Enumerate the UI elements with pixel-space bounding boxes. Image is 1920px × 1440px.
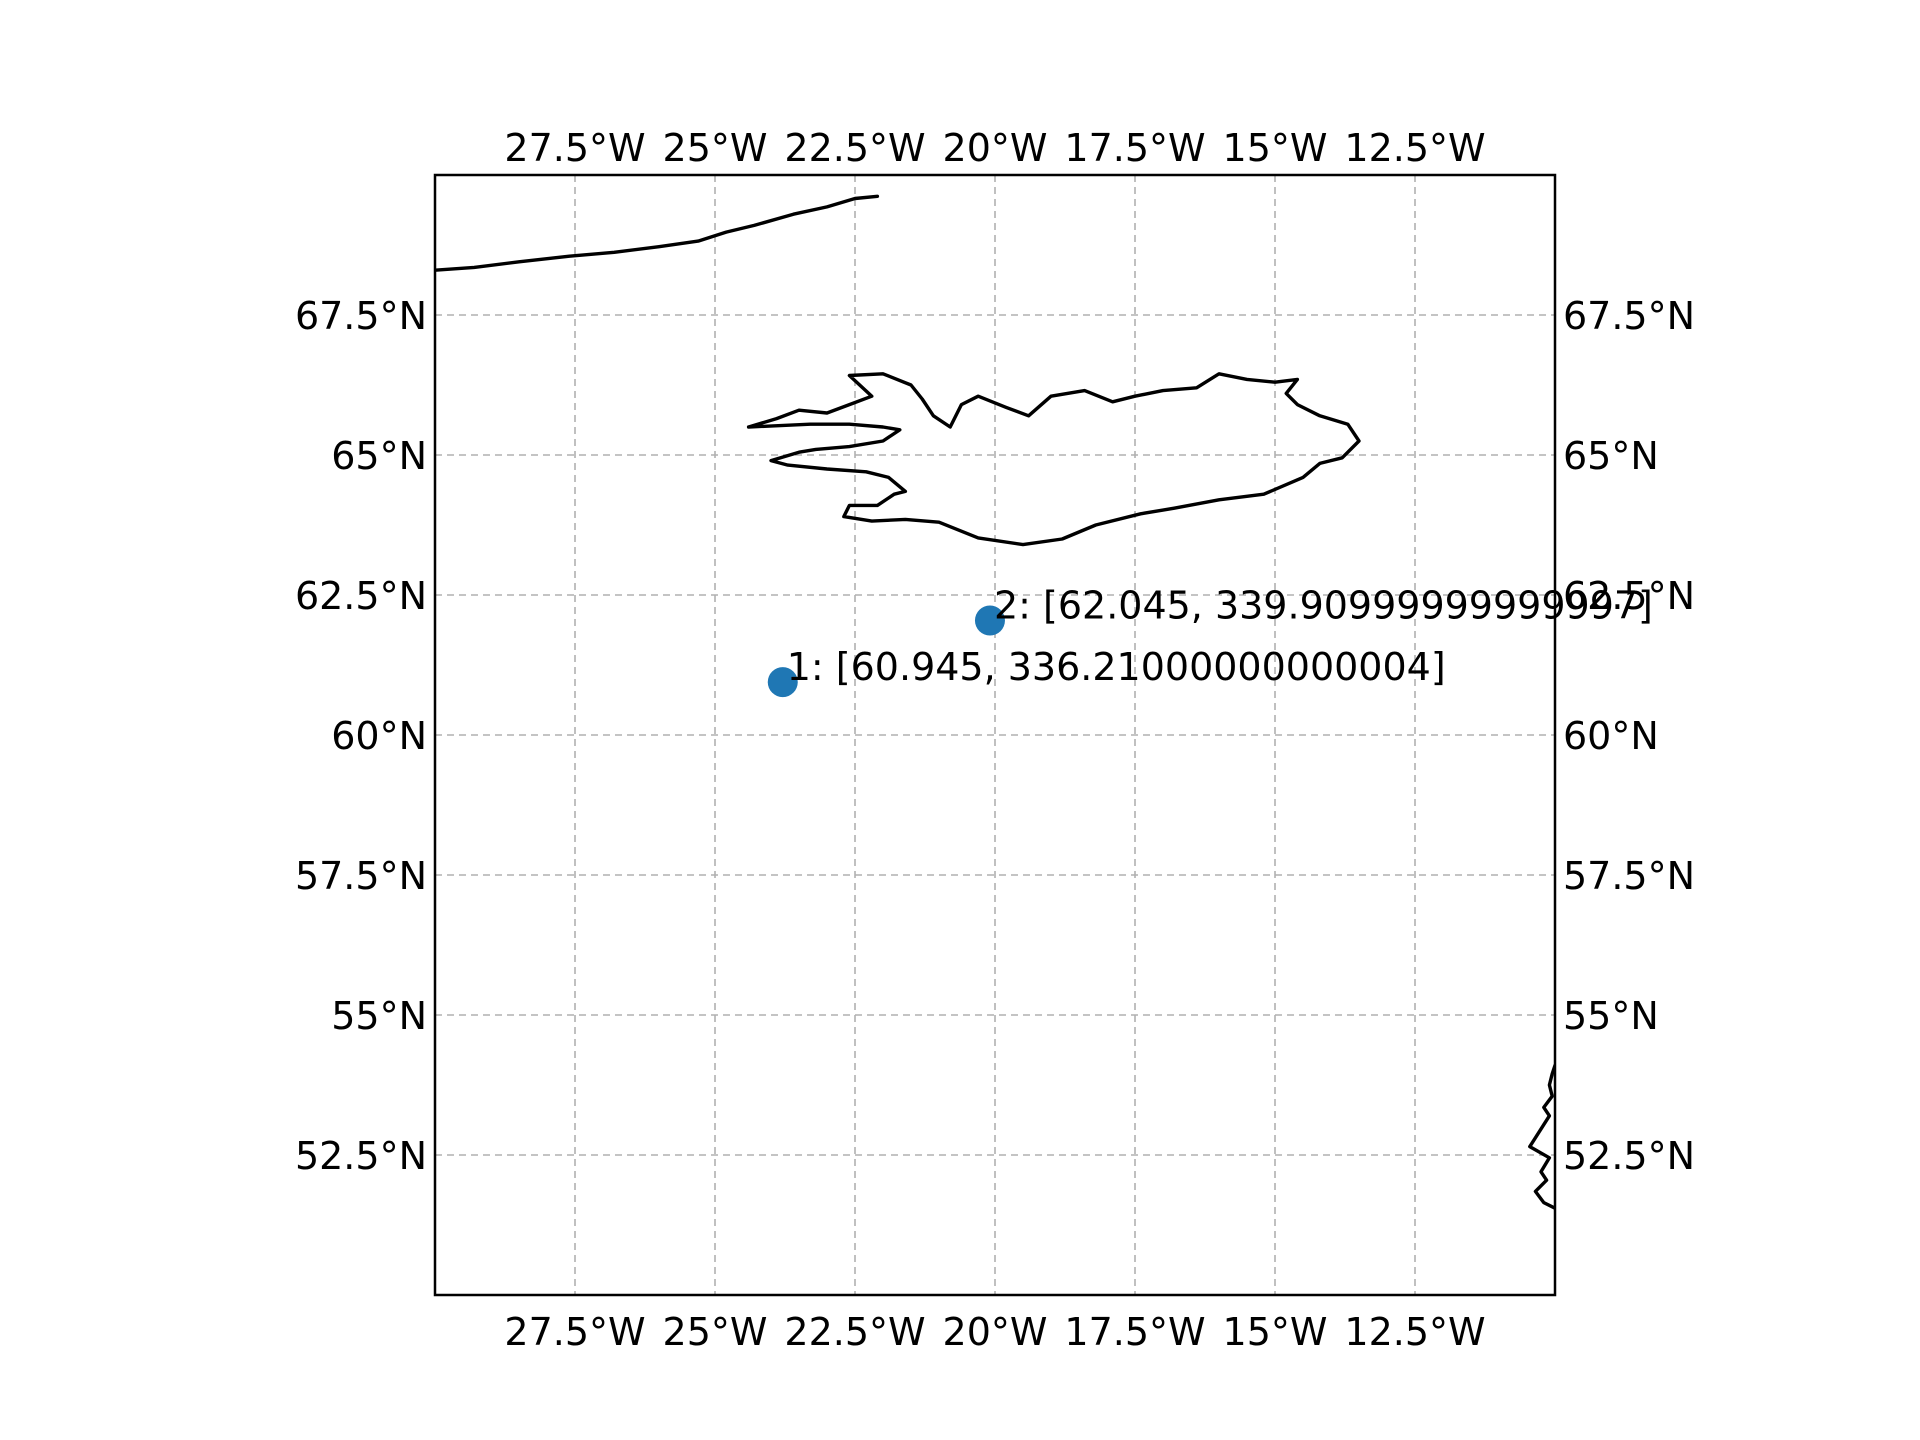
y-tick-label-left: 67.5°N [295,294,427,338]
x-tick-label-bottom: 25°W [663,1310,768,1354]
x-tick-label-bottom: 12.5°W [1344,1310,1485,1354]
x-tick-label-top: 25°W [663,126,768,170]
y-tick-label-left: 52.5°N [295,1134,427,1178]
y-tick-label-right: 60°N [1563,714,1659,758]
x-tick-label-top: 20°W [943,126,1048,170]
y-tick-label-right: 62.5°N [1563,574,1695,618]
coastline-ireland [1528,1063,1555,1210]
coastline-greenland [435,194,880,272]
x-tick-label-top: 17.5°W [1064,126,1205,170]
y-tick-label-left: 57.5°N [295,854,427,898]
coastline-iceland [746,372,1361,547]
gridlines [435,175,1555,1295]
markers: 1: [60.945, 336.21000000000004] 2: [62.04… [767,583,1653,698]
x-tick-label-bottom: 22.5°W [784,1310,925,1354]
y-tick-label-left: 55°N [331,994,427,1038]
y-tick-label-right: 65°N [1563,434,1659,478]
x-tick-label-top: 27.5°W [504,126,645,170]
y-tick-label-left: 60°N [331,714,427,758]
x-tick-label-bottom: 17.5°W [1064,1310,1205,1354]
x-tick-label-top: 15°W [1223,126,1328,170]
tick-labels: 27.5°W 27.5°W 25°W 25°W 22.5°W 22.5°W 20°W 20°W… [295,126,1695,1354]
point-marker-1 [767,667,798,698]
y-tick-label-left: 65°N [331,434,427,478]
y-tick-label-left: 62.5°N [295,574,427,618]
point-label-2: 2: [62.045, 339.90999999999997] [994,583,1653,627]
y-tick-label-right: 55°N [1563,994,1659,1038]
x-tick-label-bottom: 27.5°W [504,1310,645,1354]
x-tick-label-bottom: 20°W [943,1310,1048,1354]
point-marker-2 [974,605,1005,636]
coastlines [435,194,1555,1210]
x-tick-label-bottom: 15°W [1223,1310,1328,1354]
x-tick-label-top: 12.5°W [1344,126,1485,170]
y-tick-label-right: 67.5°N [1563,294,1695,338]
y-tick-label-right: 57.5°N [1563,854,1695,898]
x-tick-label-top: 22.5°W [784,126,925,170]
point-label-1: 1: [60.945, 336.21000000000004] [787,645,1446,689]
map-frame [433,173,1557,1297]
y-tick-label-right: 52.5°N [1563,1134,1695,1178]
